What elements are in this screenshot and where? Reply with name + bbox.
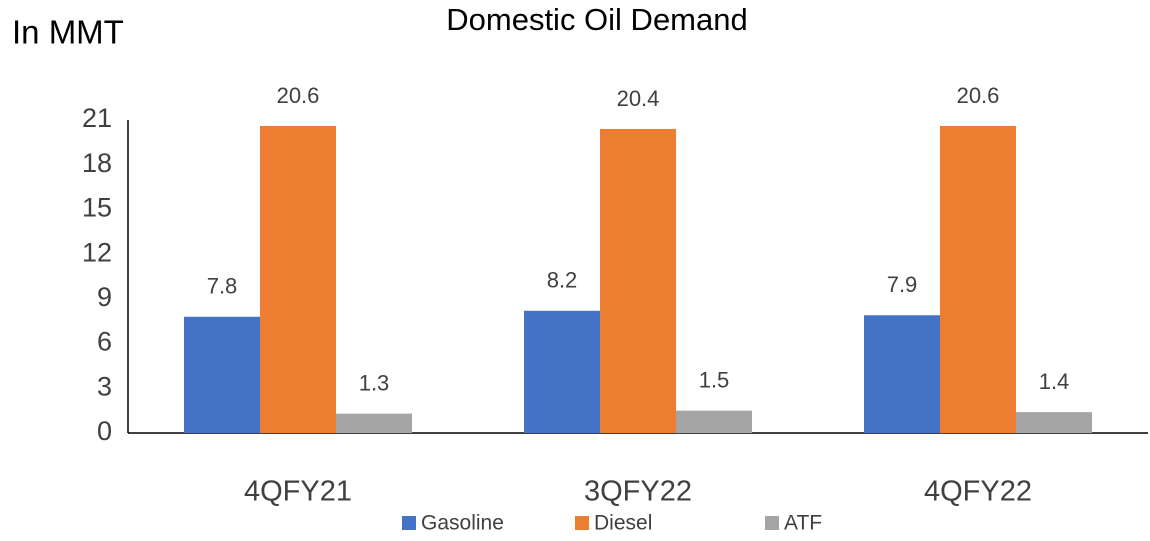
- y-tick-label: 9: [97, 282, 112, 312]
- y-tick-label: 15: [82, 193, 112, 223]
- bar: [260, 125, 336, 433]
- data-label: 1.3: [359, 370, 390, 395]
- y-tick-label: 12: [82, 237, 112, 267]
- data-label: 20.6: [277, 83, 320, 108]
- bar: [600, 128, 676, 433]
- y-axis-label: In MMT: [12, 14, 124, 51]
- legend-swatch: [575, 516, 589, 530]
- bar: [940, 125, 1016, 433]
- data-label: 7.8: [207, 274, 238, 299]
- data-label: 8.2: [547, 268, 578, 293]
- data-label: 20.6: [957, 83, 1000, 108]
- y-tick-label: 3: [97, 371, 112, 401]
- y-tick-label: 21: [82, 103, 112, 133]
- legend-swatch: [765, 516, 779, 530]
- bar: [524, 310, 600, 433]
- y-tick-label: 18: [82, 148, 112, 178]
- bar: [336, 413, 412, 433]
- x-tick-label: 3QFY22: [584, 476, 692, 508]
- legend-label: Gasoline: [421, 512, 504, 535]
- data-label: 7.9: [887, 272, 918, 297]
- data-label: 1.4: [1039, 369, 1070, 394]
- bar: [184, 316, 260, 433]
- legend-label: ATF: [784, 512, 822, 535]
- bar: [864, 315, 940, 433]
- chart-title: Domestic Oil Demand: [446, 2, 747, 37]
- bar: [676, 410, 752, 433]
- y-tick-label: 0: [97, 416, 112, 446]
- data-label: 20.4: [617, 86, 660, 111]
- x-tick-label: 4QFY21: [244, 476, 352, 508]
- legend-swatch: [402, 516, 416, 530]
- legend-label: Diesel: [594, 512, 652, 535]
- bar: [1016, 412, 1092, 433]
- y-tick-label: 6: [97, 327, 112, 357]
- data-label: 1.5: [699, 367, 730, 392]
- x-tick-label: 4QFY22: [924, 476, 1032, 508]
